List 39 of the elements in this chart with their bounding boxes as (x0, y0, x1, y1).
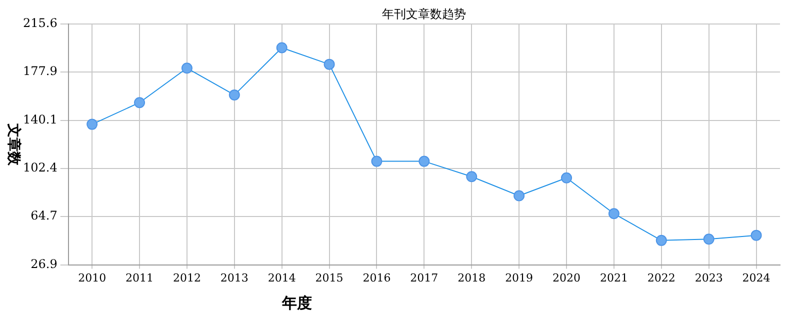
x-tick-label: 2013 (220, 271, 248, 284)
x-tick-label: 2023 (694, 271, 723, 284)
point (418, 156, 430, 167)
point (134, 97, 146, 108)
x-tick-label: 2022 (647, 271, 676, 284)
point (86, 118, 98, 130)
x-tick-label: 2014 (268, 271, 296, 284)
y-tick-label: 177.9 (22, 64, 58, 78)
x-tick-label: 2019 (505, 271, 534, 284)
y-tick-label: 140.1 (22, 112, 58, 126)
x-tick-label: 2024 (742, 271, 770, 284)
point (656, 234, 667, 246)
point (561, 172, 572, 184)
point (324, 58, 335, 70)
x-tick-label: 2012 (172, 271, 201, 284)
x-axis-title: 年度 (281, 294, 312, 312)
point (228, 89, 240, 100)
y-axis-title: 文章数 (5, 122, 22, 166)
point (181, 62, 192, 74)
y-tick-label: 26.9 (30, 256, 58, 271)
x-tick-label: 2021 (600, 271, 628, 284)
point (514, 190, 525, 202)
x-tick-label: 2011 (126, 271, 154, 284)
point (703, 234, 714, 245)
x-tick-label: 2018 (458, 271, 486, 284)
chart-title: 年刊文章数趋势 (382, 7, 466, 22)
x-tick-label: 2016 (362, 271, 391, 284)
x-tick-label: 2017 (410, 271, 438, 284)
x-tick-label: 2010 (78, 271, 106, 284)
x-tick-label: 2020 (552, 271, 581, 284)
point (276, 42, 288, 54)
y-tick-label: 64.7 (30, 208, 58, 223)
point (608, 208, 620, 220)
y-tick-label: 102.4 (22, 160, 58, 175)
y-tick-label: 215.6 (22, 16, 58, 30)
point (750, 230, 762, 241)
point (466, 171, 478, 182)
point (371, 156, 382, 167)
x-tick-label: 2015 (315, 271, 344, 284)
